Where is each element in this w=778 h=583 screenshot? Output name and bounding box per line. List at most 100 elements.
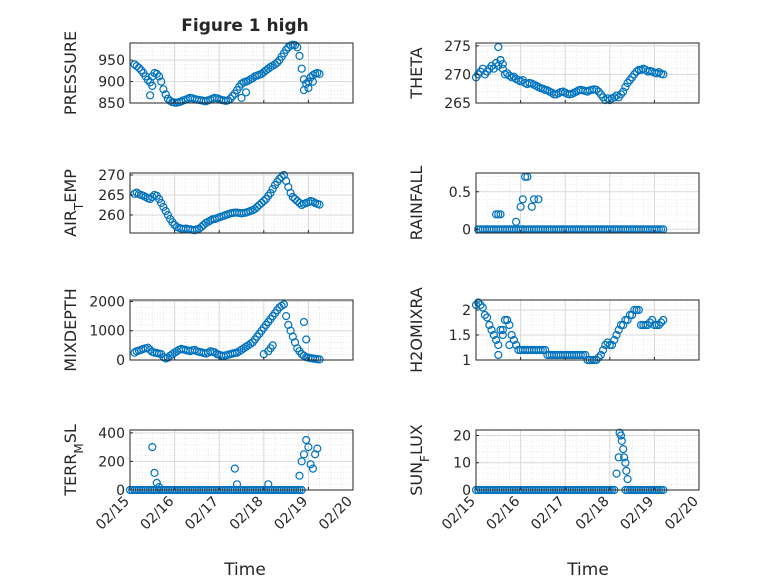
data-point xyxy=(143,343,152,352)
data-point xyxy=(540,345,550,355)
data-point xyxy=(282,312,291,321)
y-tick-label: 260 xyxy=(98,208,125,224)
data-point xyxy=(494,350,503,360)
data-point xyxy=(536,345,545,355)
data-point xyxy=(505,340,514,350)
data-point xyxy=(516,202,525,211)
data-point xyxy=(246,339,255,348)
data-point xyxy=(132,61,141,71)
data-point xyxy=(154,483,164,492)
data-point xyxy=(270,60,280,69)
y-tick-label: 2 xyxy=(462,303,471,319)
y-axis-label: PRESSURE xyxy=(61,31,80,115)
data-point xyxy=(266,188,275,198)
data-point xyxy=(498,325,507,335)
data-point xyxy=(496,325,505,335)
data-point xyxy=(299,351,308,360)
data-point xyxy=(627,310,637,320)
data-point xyxy=(659,315,668,325)
y-axis-label: H2OMIXRA xyxy=(407,287,426,373)
y-axis-label: SUNFLUX xyxy=(407,424,432,496)
data-point xyxy=(518,195,527,204)
figure-title: Figure 1 high xyxy=(181,16,309,36)
data-point xyxy=(614,325,623,335)
data-point xyxy=(527,202,536,211)
data-point xyxy=(492,335,501,345)
data-point xyxy=(290,194,300,204)
axes-box xyxy=(129,429,354,491)
y-tick-label: 0 xyxy=(462,222,471,238)
data-point xyxy=(594,353,603,362)
data-point xyxy=(130,348,139,357)
data-point xyxy=(273,58,282,67)
data-point xyxy=(159,85,168,94)
data-point xyxy=(161,90,170,99)
data-point xyxy=(146,91,155,100)
data-point xyxy=(132,188,141,197)
data-point xyxy=(576,350,585,360)
data-point xyxy=(288,192,297,202)
data-point xyxy=(230,464,239,473)
data-point xyxy=(154,194,164,204)
data-point xyxy=(253,202,262,212)
data-point xyxy=(293,196,302,206)
data-point xyxy=(511,217,521,226)
data-point xyxy=(489,330,498,340)
data-point xyxy=(494,210,503,219)
data-point xyxy=(161,206,170,216)
data-point xyxy=(286,188,295,198)
y-tick-label: 270 xyxy=(444,67,471,83)
y-tick-label: 0.5 xyxy=(449,185,471,201)
y-tick-label: 1.5 xyxy=(449,328,471,344)
data-point xyxy=(500,315,510,325)
data-point xyxy=(241,88,251,97)
data-point xyxy=(302,335,311,344)
data-point xyxy=(610,335,619,345)
data-point xyxy=(163,210,172,220)
x-axis-label-right: Time xyxy=(566,560,609,580)
data-series xyxy=(474,172,668,234)
data-point xyxy=(476,300,485,310)
y-tick-label: 950 xyxy=(98,53,125,69)
subplot-4: 0 0.5 RAINFALL xyxy=(407,166,700,241)
data-point xyxy=(534,195,543,204)
data-series xyxy=(130,40,324,107)
data-point xyxy=(621,458,630,467)
data-point xyxy=(616,320,626,330)
axes-box xyxy=(129,172,354,234)
data-point xyxy=(297,64,306,73)
data-point xyxy=(255,200,264,210)
data-point xyxy=(592,85,601,95)
y-tick-label: 10 xyxy=(453,456,471,472)
data-point xyxy=(304,83,313,93)
data-point xyxy=(299,450,308,459)
y-tick-label: 200 xyxy=(98,454,125,470)
y-axis-label: THETA xyxy=(407,47,426,99)
data-point xyxy=(505,320,514,330)
data-point xyxy=(503,315,512,325)
data-point xyxy=(659,70,668,79)
y-tick-label: 850 xyxy=(98,96,125,112)
data-point xyxy=(616,431,626,440)
data-point xyxy=(496,55,505,65)
data-point xyxy=(496,210,505,219)
axes-box xyxy=(129,299,354,361)
axes-box xyxy=(475,172,700,234)
y-tick-label: 275 xyxy=(444,39,471,55)
data-point xyxy=(632,67,641,76)
data-point xyxy=(295,471,304,480)
data-point xyxy=(619,445,628,454)
data-point xyxy=(152,69,161,79)
data-point xyxy=(152,478,161,487)
data-point xyxy=(478,303,487,312)
data-point xyxy=(623,315,632,325)
data-point xyxy=(492,210,501,219)
data-point xyxy=(619,453,629,462)
y-axis-label: RAINFALL xyxy=(407,166,426,241)
data-point xyxy=(259,196,268,206)
y-axis-label: MIXDEPTH xyxy=(61,288,80,371)
y-tick-label: 270 xyxy=(98,168,125,184)
data-series xyxy=(130,170,324,235)
axes-box xyxy=(475,299,700,361)
